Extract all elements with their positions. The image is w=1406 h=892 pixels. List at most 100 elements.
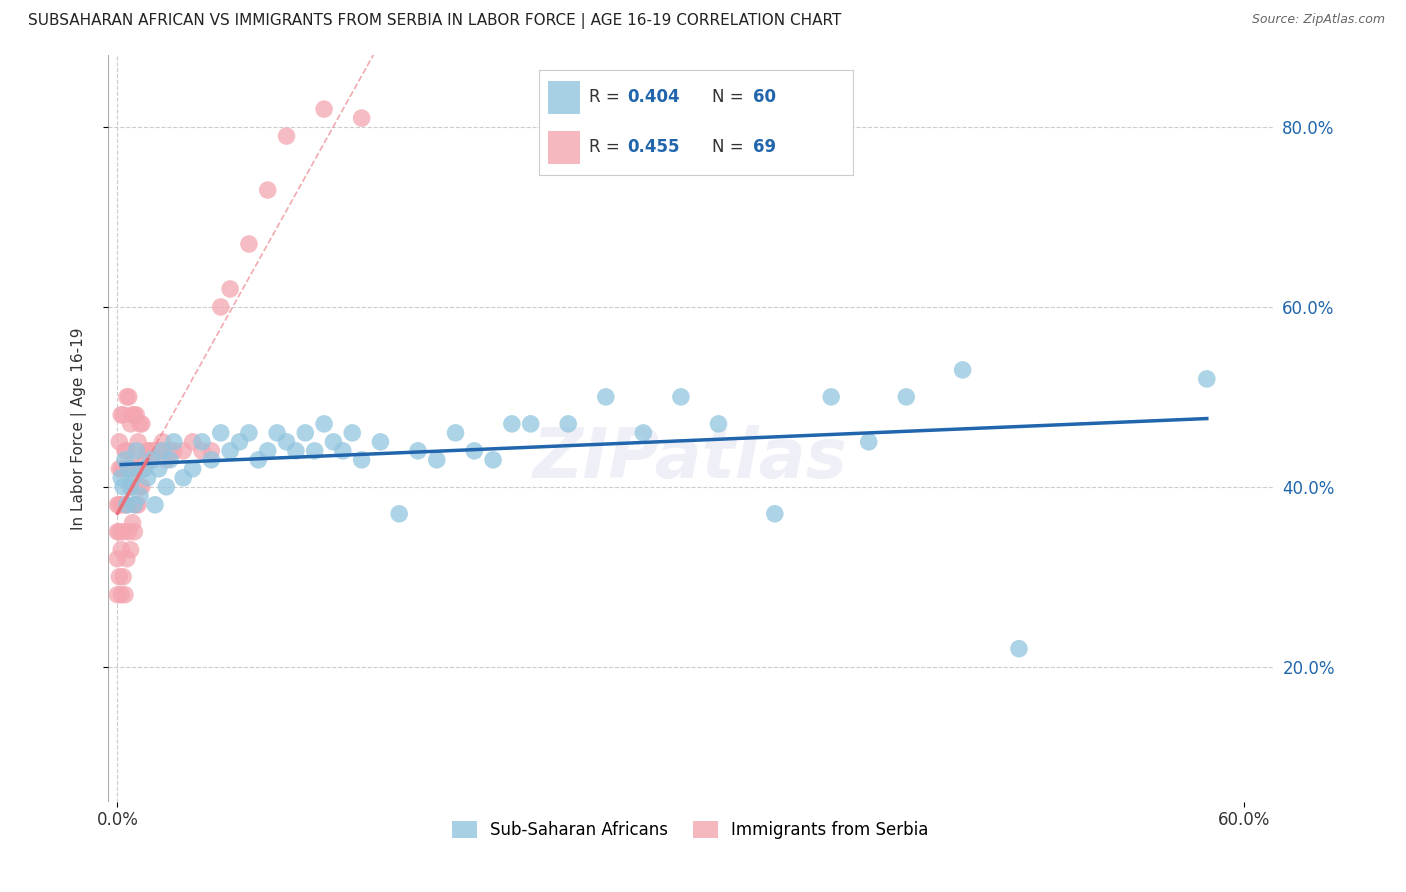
Point [406,443,429,458]
Text: ZIPatlas: ZIPatlas [533,425,848,491]
Point [129,489,152,503]
Point [163,434,186,449]
Point [707,417,730,431]
Point [370,434,392,449]
Point [557,417,579,431]
Point [108,524,131,539]
Point [114,443,136,458]
Point [141,453,163,467]
Point [110,408,132,422]
Point [107,551,129,566]
Point [820,390,842,404]
Text: SUBSAHARAN AFRICAN VS IMMIGRANTS FROM SERBIA IN LABOR FORCE | AGE 16-19 CORRELAT: SUBSAHARAN AFRICAN VS IMMIGRANTS FROM SE… [28,13,842,29]
Point [350,111,373,125]
Point [858,434,880,449]
Point [121,471,143,485]
Point [112,524,135,539]
Point [312,102,335,116]
Y-axis label: In Labor Force | Age 16-19: In Labor Force | Age 16-19 [72,327,87,530]
Point [108,462,131,476]
Point [129,480,152,494]
Point [332,443,354,458]
Point [266,425,288,440]
Point [172,471,194,485]
Point [276,129,298,144]
Legend: Sub-Saharan Africans, Immigrants from Serbia: Sub-Saharan Africans, Immigrants from Se… [446,814,935,846]
Point [159,443,181,458]
Point [118,390,141,404]
Point [120,542,142,557]
Point [896,390,918,404]
Point [312,417,335,431]
Point [118,462,141,476]
Point [595,390,617,404]
Point [136,471,159,485]
Point [138,443,160,458]
Point [115,443,138,458]
Point [172,443,194,458]
Point [155,480,177,494]
Point [191,434,214,449]
Point [135,453,157,467]
Point [228,434,250,449]
Point [115,498,138,512]
Point [181,434,204,449]
Point [107,524,129,539]
Point [191,443,214,458]
Point [463,443,485,458]
Point [114,498,136,512]
Point [108,434,131,449]
Point [129,417,152,431]
Point [127,498,149,512]
Point [209,300,232,314]
Point [121,462,143,476]
Point [501,417,523,431]
Point [132,462,155,476]
Point [482,453,505,467]
Point [219,443,242,458]
Point [219,282,242,296]
Point [112,408,135,422]
Point [256,443,278,458]
Point [114,453,136,467]
Point [124,498,146,512]
Point [112,480,135,494]
Point [108,570,131,584]
Point [426,453,449,467]
Point [152,434,174,449]
Point [131,417,153,431]
Point [125,443,148,458]
Text: Source: ZipAtlas.com: Source: ZipAtlas.com [1251,13,1385,27]
Point [519,417,541,431]
Point [350,453,373,467]
Point [143,443,166,458]
Point [132,462,155,476]
Point [114,588,136,602]
Point [952,363,974,377]
Point [209,425,232,440]
Point [118,524,141,539]
Point [141,453,163,467]
Point [108,498,131,512]
Point [124,462,146,476]
Point [110,588,132,602]
Point [148,443,170,458]
Point [125,498,148,512]
Point [125,408,148,422]
Point [247,453,270,467]
Point [304,443,326,458]
Point [107,498,129,512]
Point [181,462,204,476]
Point [322,434,344,449]
Point [633,425,655,440]
Point [115,390,138,404]
Point [112,570,135,584]
Point [136,443,159,458]
Point [1008,641,1031,656]
Point [110,542,132,557]
Point [120,480,142,494]
Point [238,425,260,440]
Point [200,443,222,458]
Point [763,507,786,521]
Point [256,183,278,197]
